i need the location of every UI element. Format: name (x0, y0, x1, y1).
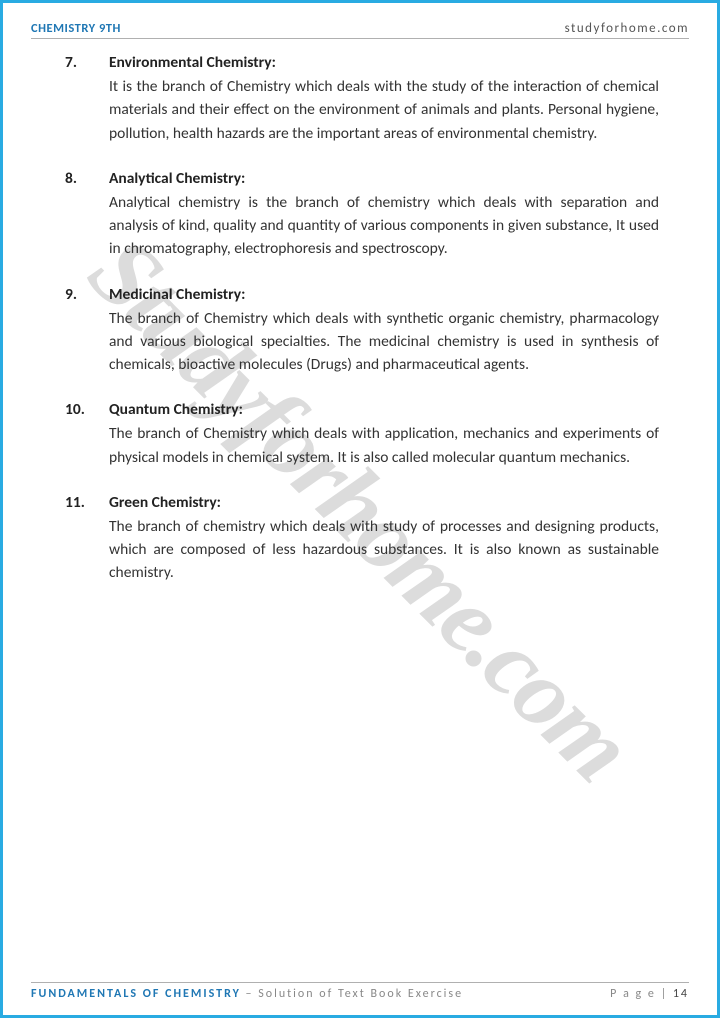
item-text: The branch of chemistry which deals with… (109, 515, 659, 585)
item-title: Medicinal Chemistry: (109, 285, 659, 304)
item-text: It is the branch of Chemistry which deal… (109, 75, 659, 145)
footer-title: FUNDAMENTALS OF CHEMISTRY (31, 987, 241, 1001)
footer-page-label: P a g e | (610, 987, 673, 1001)
item-text: Analytical chemistry is the branch of ch… (109, 191, 659, 261)
item-number: 8. (61, 169, 109, 261)
item-title: Environmental Chemistry: (109, 53, 659, 72)
item-number: 10. (61, 400, 109, 469)
item-number: 9. (61, 285, 109, 377)
page-header: CHEMISTRY 9TH studyforhome.com (31, 21, 689, 39)
footer-page-number: 14 (673, 987, 689, 1001)
item-title: Green Chemistry: (109, 493, 659, 512)
header-subject: CHEMISTRY 9TH (31, 21, 121, 36)
item-text: The branch of Chemistry which deals with… (109, 307, 659, 377)
list-item: 10. Quantum Chemistry: The branch of Che… (61, 400, 659, 469)
item-number: 11. (61, 493, 109, 585)
footer-subtitle: – Solution of Text Book Exercise (241, 987, 463, 1001)
item-number: 7. (61, 53, 109, 145)
list-item: 8. Analytical Chemistry: Analytical chem… (61, 169, 659, 261)
list-item: 9. Medicinal Chemistry: The branch of Ch… (61, 285, 659, 377)
header-site: studyforhome.com (565, 21, 689, 36)
list-item: 7. Environmental Chemistry: It is the br… (61, 53, 659, 145)
content-list: 7. Environmental Chemistry: It is the br… (31, 53, 689, 585)
item-title: Quantum Chemistry: (109, 400, 659, 419)
page-footer: FUNDAMENTALS OF CHEMISTRY – Solution of … (31, 982, 689, 1001)
list-item: 11. Green Chemistry: The branch of chemi… (61, 493, 659, 585)
item-title: Analytical Chemistry: (109, 169, 659, 188)
item-text: The branch of Chemistry which deals with… (109, 422, 659, 469)
